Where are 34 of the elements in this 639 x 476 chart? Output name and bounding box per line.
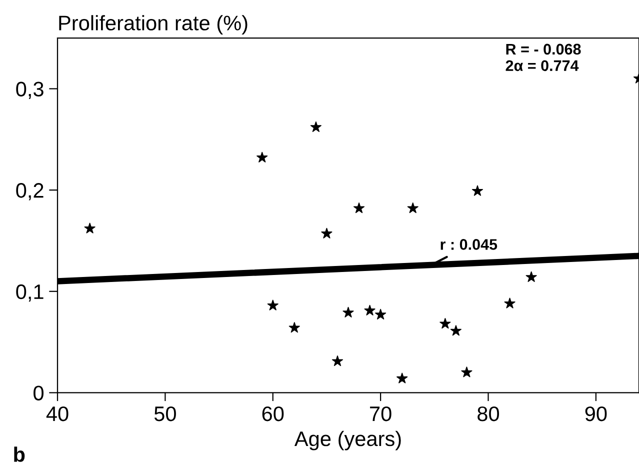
point — [84, 222, 96, 234]
y-tick-label: 0,2 — [16, 183, 44, 200]
point — [267, 300, 278, 310]
point — [504, 298, 516, 308]
x-tick-label: 50 — [154, 406, 176, 422]
point — [375, 308, 386, 320]
point — [288, 322, 300, 333]
point — [472, 185, 484, 196]
x-tick-label: 80 — [478, 406, 500, 422]
point — [461, 366, 472, 378]
point — [310, 121, 322, 132]
point — [450, 325, 462, 336]
point — [332, 355, 344, 366]
point — [407, 202, 418, 214]
point — [342, 306, 354, 318]
text: b — [14, 446, 25, 462]
point — [353, 202, 365, 214]
y-axis-title: Proliferation rate (%) — [59, 15, 248, 35]
point — [364, 304, 376, 316]
point — [321, 228, 332, 238]
x-tick-label: 70 — [370, 406, 392, 422]
y-tick-label: 0,3 — [16, 82, 44, 99]
x-tick-label: 90 — [585, 406, 607, 422]
x-axis-title: Age (years) — [294, 430, 401, 450]
point — [526, 271, 537, 282]
annotation: r : 0.045 — [440, 239, 498, 250]
x-tick-label: 60 — [262, 406, 284, 422]
point — [440, 318, 451, 329]
y-tick-label: 0 — [34, 386, 44, 400]
point — [396, 372, 408, 384]
annotation: R = - 0.068 2α = 0.774 — [506, 44, 581, 72]
y-tick-label: 0,1 — [16, 284, 44, 302]
point — [256, 152, 268, 162]
x-tick-label: 40 — [46, 406, 68, 422]
